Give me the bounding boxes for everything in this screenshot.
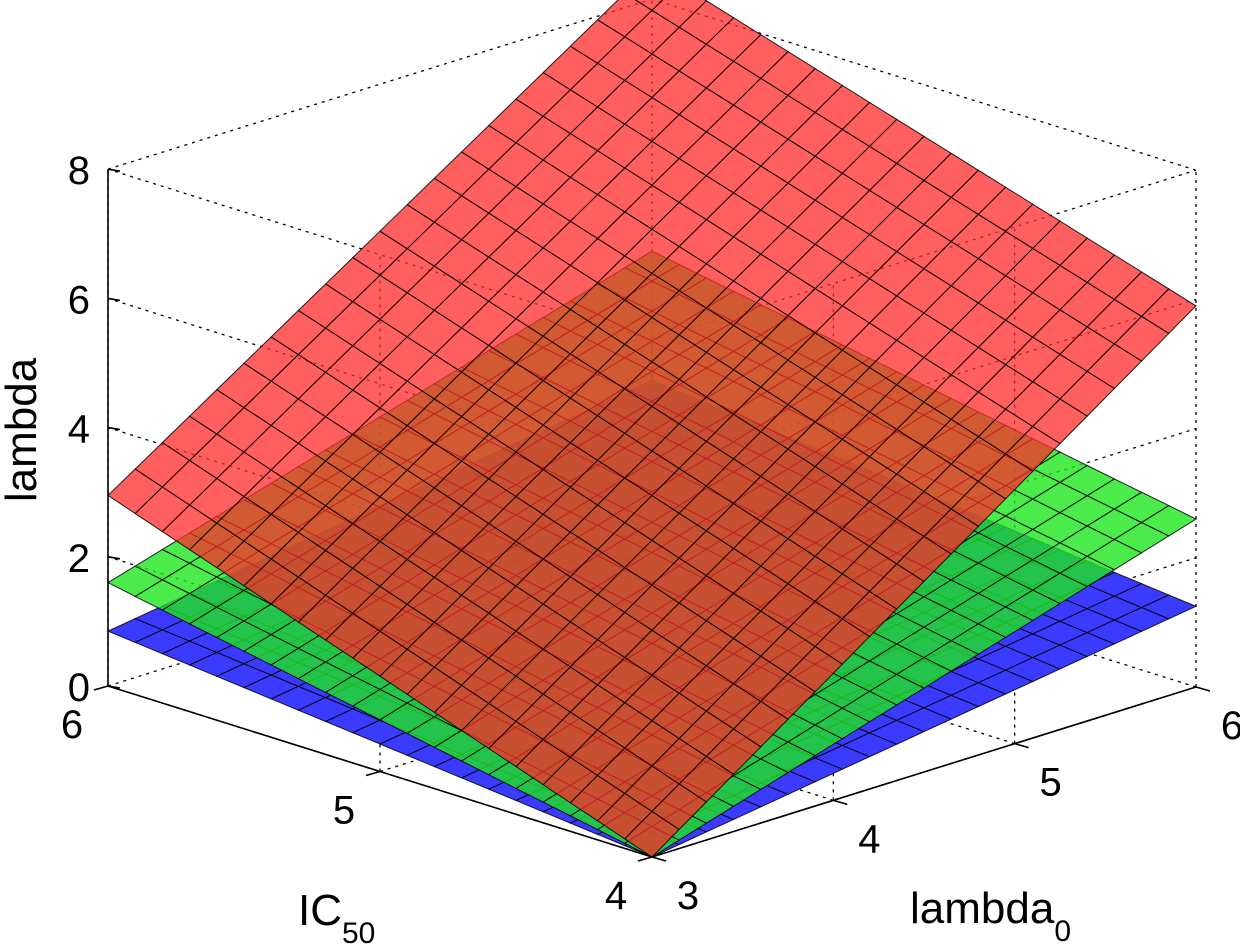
x-tick-mark (1195, 686, 1211, 692)
x-axis-label-sub: 0 (1054, 915, 1071, 948)
y-tick-mark (365, 770, 381, 777)
surface-cell (1140, 288, 1197, 335)
tick-labels: 0 2 4 6 8 4 5 6 3 4 5 6 (61, 149, 1240, 918)
axes (93, 168, 1211, 862)
z-tick-mark (107, 297, 121, 302)
y-axis-label: IC50 (298, 886, 375, 950)
z-tick-label: 2 (68, 537, 90, 581)
z-tick-label: 0 (68, 666, 90, 710)
x-tick-mark (651, 856, 667, 862)
surface-cell (1140, 594, 1198, 620)
surface-cell (634, 0, 664, 11)
x-axis-line (651, 686, 1197, 858)
y-tick-mark (93, 685, 109, 691)
grid-line (651, 427, 1197, 600)
x-axis-label: lambda0 (910, 884, 1071, 948)
y-tick-label: 6 (61, 703, 83, 747)
x-tick-label: 5 (1040, 761, 1062, 805)
z-tick-label: 8 (68, 149, 90, 193)
surface-3 (107, 0, 1197, 858)
x-tick-label: 3 (677, 874, 699, 918)
z-axis-label: lambda (0, 357, 46, 502)
z-tick-mark (107, 556, 121, 560)
surface-cell (1140, 505, 1198, 537)
x-axis-label-main: lambda (910, 884, 1055, 933)
y-tick-label: 5 (333, 789, 355, 833)
x-tick-mark (1014, 742, 1029, 749)
z-tick-mark (107, 426, 121, 431)
x-tick-mark (833, 799, 848, 806)
z-tick-label: 4 (68, 408, 90, 452)
x-tick-label: 4 (858, 817, 880, 861)
z-tick-mark (107, 685, 121, 689)
y-axis-label-sub: 50 (342, 917, 375, 950)
z-tick-mark (107, 168, 121, 172)
y-axis-label-main: IC (298, 886, 342, 935)
box-edge (107, 0, 652, 170)
grid-line (651, 169, 1197, 341)
surfaces (106, 0, 1198, 858)
x-tick-label: 6 (1221, 704, 1240, 748)
y-tick-mark (637, 856, 653, 862)
y-tick-label: 4 (605, 874, 627, 918)
z-tick-label: 6 (68, 278, 90, 322)
